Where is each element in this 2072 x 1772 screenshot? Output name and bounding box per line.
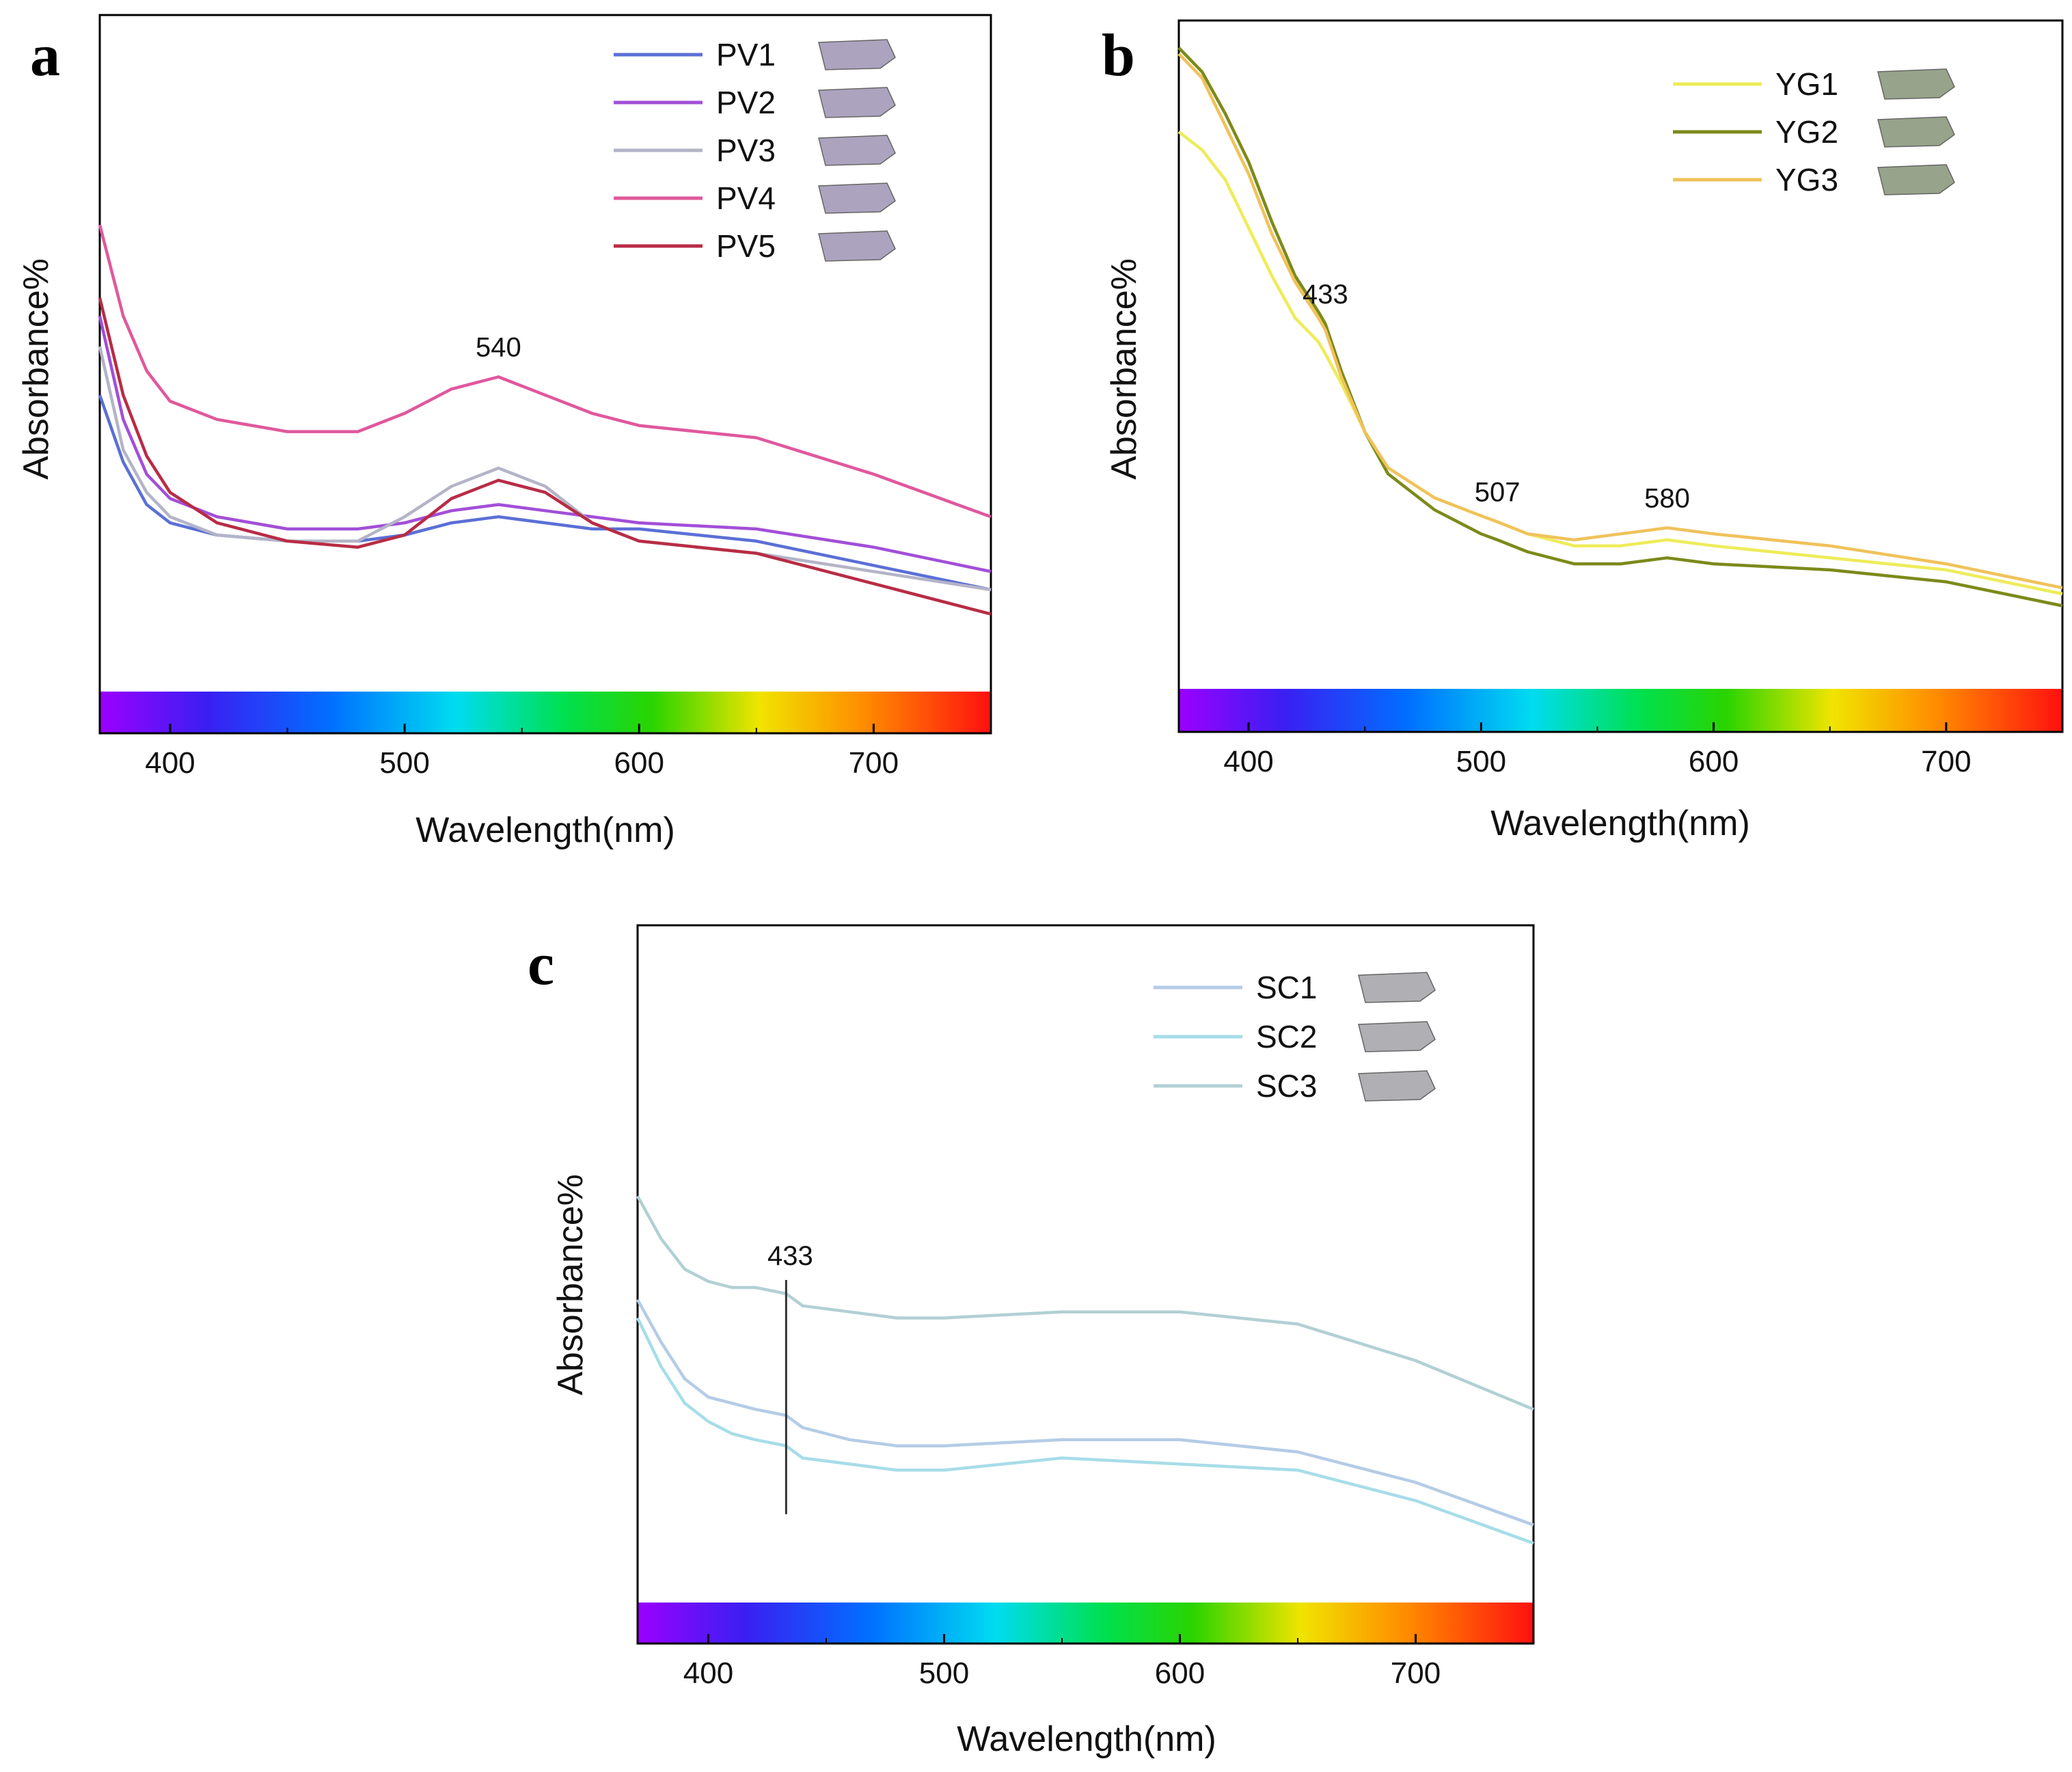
sample-photo-yg2: [1877, 116, 1955, 148]
series-line-pv4: [98, 224, 992, 519]
legend-label-sc1: SC1: [1256, 970, 1317, 1005]
legend-label-yg3: YG3: [1775, 162, 1838, 197]
x-axis-title: Wavelength(nm): [1490, 804, 1750, 843]
legend-label-yg1: YG1: [1775, 66, 1838, 102]
legend-label-sc2: SC2: [1256, 1019, 1317, 1054]
x-tick-label: 500: [1456, 745, 1506, 778]
legend-label-pv2: PV2: [716, 85, 776, 120]
x-tick-label: 700: [1921, 745, 1971, 778]
panel-letter: a: [30, 23, 60, 89]
panel-b: b 400 500 600 700 Wavelength(nm) Absorbance% 43…: [1102, 19, 2064, 843]
series-line-yg3: [1177, 53, 2063, 590]
annotation-label: 433: [767, 1241, 813, 1271]
sample-photo-pv4: [818, 182, 896, 214]
x-axis-title: Wavelength(nm): [415, 810, 675, 850]
y-axis-title: Absorbance%: [16, 258, 56, 480]
annotation-label: 507: [1475, 478, 1521, 508]
y-axis-title: Absorbance%: [1104, 258, 1144, 480]
sample-photo-pv2: [818, 87, 896, 118]
series-line-yg1: [1177, 131, 2063, 596]
series-line-yg2: [1177, 46, 2063, 608]
legend: PV1 PV2 PV3 PV4 PV5: [614, 37, 896, 264]
panel-a: a 400 500 600 700 Wavelength(nm) Absorbance% 54…: [16, 14, 992, 850]
legend-label-pv3: PV3: [716, 133, 776, 168]
x-tick-label: 700: [1391, 1657, 1441, 1690]
spectrum-bar: [638, 1603, 1533, 1644]
x-tick-label: 500: [379, 746, 429, 780]
x-tick-label: 700: [849, 746, 899, 780]
sample-photo-sc3: [1358, 1070, 1436, 1102]
legend-label-pv4: PV4: [716, 180, 776, 216]
x-tick-label: 400: [1223, 745, 1273, 778]
legend-label-yg2: YG2: [1775, 114, 1838, 150]
plot-frame: [636, 924, 1535, 1645]
sample-photo-yg1: [1877, 68, 1955, 100]
sample-photo-pv5: [818, 230, 896, 262]
legend: SC1 SC2 SC3: [1154, 970, 1436, 1104]
series-line-pv2: [98, 316, 992, 573]
plot-frame: [1177, 19, 2064, 733]
series-line-sc1: [636, 1298, 1534, 1527]
sample-photo-sc1: [1358, 972, 1436, 1003]
x-tick-label: 500: [919, 1657, 969, 1690]
panel-c: c 400 500 600 700 Wavelength(nm) Absorbance% 43…: [528, 924, 1535, 1759]
annotation-label: 540: [476, 333, 521, 363]
annotation-label: 580: [1644, 483, 1690, 513]
plot-frame: [98, 14, 992, 735]
spectrum-bar: [100, 692, 991, 733]
legend: YG1 YG2 YG3: [1673, 66, 1955, 197]
spectrum-bar: [1179, 689, 2062, 732]
x-tick-label: 400: [145, 746, 195, 780]
legend-label-sc3: SC3: [1256, 1068, 1317, 1104]
series-line-sc2: [636, 1317, 1534, 1545]
panel-letter: c: [528, 931, 554, 998]
series-line-pv5: [98, 297, 992, 616]
sample-photo-pv1: [818, 39, 896, 70]
x-tick-label: 600: [614, 746, 664, 780]
annotation-label: 433: [1303, 280, 1348, 310]
legend-label-pv1: PV1: [716, 37, 776, 72]
x-axis-title: Wavelength(nm): [957, 1719, 1216, 1759]
x-tick-label: 600: [1689, 745, 1739, 778]
series-line-sc3: [636, 1195, 1534, 1411]
x-tick-label: 400: [683, 1657, 733, 1690]
series-line-pv1: [98, 394, 992, 592]
sample-photo-yg3: [1877, 164, 1955, 195]
sample-photo-sc2: [1358, 1021, 1436, 1052]
panel-letter: b: [1102, 23, 1135, 89]
legend-label-pv5: PV5: [716, 228, 776, 264]
y-axis-title: Absorbance%: [551, 1174, 590, 1395]
sample-photo-pv3: [818, 135, 896, 166]
x-tick-label: 600: [1155, 1657, 1205, 1690]
